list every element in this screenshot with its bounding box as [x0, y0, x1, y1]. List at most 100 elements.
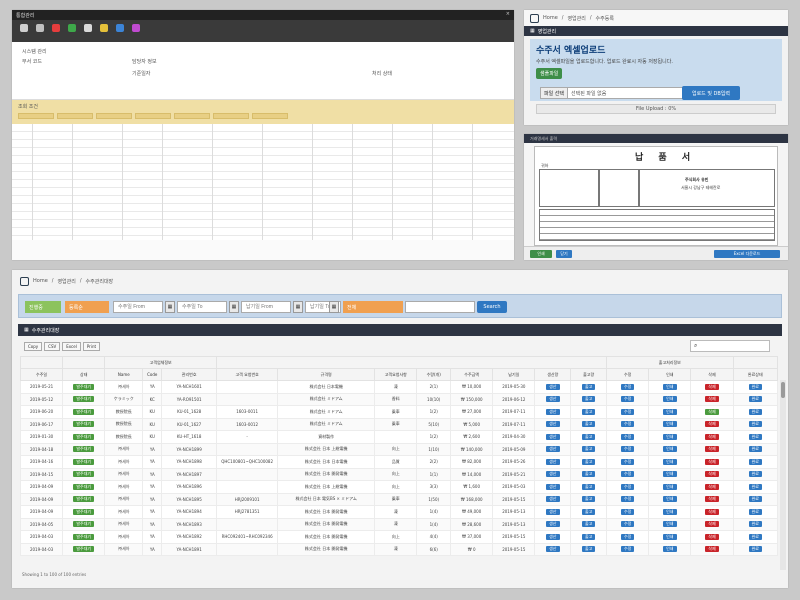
edit-button[interactable]: 수정 — [620, 458, 635, 465]
toolbar-icon[interactable] — [84, 24, 92, 32]
status-badge[interactable]: 발주대기 — [73, 446, 95, 453]
done-button[interactable]: 완료 — [748, 546, 762, 553]
column-header[interactable]: 수정 — [606, 368, 650, 381]
order-date-from-input[interactable] — [113, 301, 163, 313]
close-icon[interactable]: × — [505, 11, 510, 17]
production-button[interactable]: 생산 — [546, 483, 560, 490]
status-badge[interactable]: 발주대기 — [73, 471, 95, 478]
done-button[interactable]: 완료 — [748, 421, 762, 428]
delete-button[interactable]: 삭제 — [705, 471, 719, 478]
table-row[interactable]: 2019-04-09 발주대기 ㈜세아 YA YA-NCH1896 株式会社 日本 上総電… — [19, 480, 779, 494]
breadcrumb-item[interactable]: 영업관리 — [567, 15, 586, 22]
table-row[interactable]: 2019-04-09 발주대기 ㈜세아 YA YA-NCH1894 HRJ2781351 株… — [19, 505, 779, 519]
status-badge[interactable]: 발주대기 — [73, 483, 95, 490]
scrollbar-thumb[interactable] — [781, 382, 785, 398]
status-select[interactable]: 진행중 — [25, 301, 61, 313]
delete-button[interactable]: 삭제 — [705, 533, 719, 540]
toolbar-icon[interactable] — [20, 24, 28, 32]
done-button[interactable]: 완료 — [748, 396, 762, 403]
search-button[interactable]: Search — [477, 301, 507, 313]
edit-button[interactable]: 수정 — [620, 446, 635, 453]
done-button[interactable]: 완료 — [748, 483, 762, 490]
done-button[interactable]: 완료 — [748, 383, 762, 390]
filter-tag[interactable] — [18, 113, 54, 119]
column-header[interactable]: 출고량 — [570, 368, 608, 381]
shipping-button[interactable]: 출고 — [581, 383, 596, 390]
excel-button[interactable]: Excel — [62, 342, 81, 351]
edit-button[interactable]: 수정 — [620, 483, 635, 490]
done-button[interactable]: 완료 — [748, 521, 762, 528]
table-row[interactable]: 2019-04-05 발주대기 ㈜세아 YA YA-NCH1893 株式会社 日本 開発電… — [19, 517, 779, 531]
done-button[interactable]: 완료 — [748, 471, 762, 478]
calendar-icon[interactable]: ▦ — [293, 301, 303, 313]
production-button[interactable]: 생산 — [546, 533, 560, 540]
edit-button[interactable]: 수정 — [620, 496, 635, 503]
calendar-icon[interactable]: ▦ — [229, 301, 239, 313]
edit-button[interactable]: 수정 — [620, 408, 635, 415]
edit-button[interactable]: 수정 — [620, 546, 635, 553]
filter-tag[interactable] — [57, 113, 93, 119]
status-badge[interactable]: 발주대기 — [73, 546, 95, 553]
delete-button[interactable]: 삭제 — [705, 483, 719, 490]
table-row[interactable]: 2019-04-03 발주대기 ㈜세아 YA YA-NCH1891 株式会社 日本 開発電… — [19, 542, 779, 556]
file-select-button[interactable]: 파일 선택 — [541, 88, 568, 98]
table-row[interactable]: 2019-05-21 발주대기 ㈜세아 YA YA-NCH1601 株式会社 日本電機凍 2… — [19, 380, 779, 394]
shipping-button[interactable]: 출고 — [581, 508, 596, 515]
shipping-button[interactable]: 출고 — [581, 496, 596, 503]
shipping-button[interactable]: 출고 — [581, 421, 596, 428]
shipping-button[interactable]: 출고 — [581, 458, 596, 465]
done-button[interactable]: 완료 — [748, 458, 762, 465]
toolbar-icon[interactable] — [132, 24, 140, 32]
column-header[interactable]: Name — [104, 368, 144, 381]
production-button[interactable]: 생산 — [546, 471, 560, 478]
print-row-button[interactable]: 인쇄 — [663, 533, 677, 540]
print-row-button[interactable]: 인쇄 — [663, 408, 677, 415]
type-select[interactable]: 전체 — [343, 301, 403, 313]
shipping-button[interactable]: 출고 — [581, 521, 596, 528]
print-row-button[interactable]: 인쇄 — [663, 521, 677, 528]
print-row-button[interactable]: 인쇄 — [663, 433, 677, 440]
status-badge[interactable]: 발주대기 — [73, 521, 95, 528]
done-button[interactable]: 완료 — [748, 508, 762, 515]
table-row[interactable]: 2019-06-17 발주대기 教授院長 KU KU-01_1627 1603-0012 株… — [19, 417, 779, 431]
shipping-button[interactable]: 출고 — [581, 446, 596, 453]
column-header[interactable]: 삭제 — [690, 368, 734, 381]
column-header[interactable]: Code — [142, 368, 163, 381]
ship-date-from-input[interactable] — [241, 301, 291, 313]
print-row-button[interactable]: 인쇄 — [663, 421, 677, 428]
table-row[interactable]: 2019-04-16 발주대기 ㈜세아 YA YA-NCH1898 QHC100801~Q… — [19, 455, 779, 469]
status-badge[interactable]: 발주대기 — [73, 458, 95, 465]
toolbar-icon[interactable] — [68, 24, 76, 32]
print-row-button[interactable]: 인쇄 — [663, 396, 677, 403]
column-header[interactable]: 고객요청사항 — [374, 368, 418, 381]
table-row[interactable]: 2019-04-18 발주대기 ㈜세아 YA YA-NCH1899 株式会社 日本 上総電… — [19, 442, 779, 456]
done-button[interactable]: 완료 — [748, 496, 762, 503]
print-row-button[interactable]: 인쇄 — [663, 383, 677, 390]
done-button[interactable]: 완료 — [748, 433, 762, 440]
table-row[interactable]: 2019-05-12 발주대기 ケラミック KC YA-RO91501 株式会社 ミドアム… — [19, 392, 779, 406]
production-button[interactable]: 생산 — [546, 446, 560, 453]
copy-button[interactable]: Copy — [24, 342, 43, 351]
toolbar-icon[interactable] — [116, 24, 124, 32]
shipping-button[interactable]: 출고 — [581, 483, 596, 490]
order-date-to-input[interactable] — [177, 301, 227, 313]
edit-button[interactable]: 수정 — [620, 433, 635, 440]
edit-button[interactable]: 수정 — [620, 521, 635, 528]
filter-tag[interactable] — [213, 113, 249, 119]
edit-button[interactable]: 수정 — [620, 383, 635, 390]
column-header[interactable]: 납기일 — [492, 368, 536, 381]
column-header[interactable]: 완료상태 — [732, 368, 779, 381]
edit-button[interactable]: 수정 — [620, 471, 635, 478]
column-header[interactable]: 생산량 — [534, 368, 572, 381]
upload-db-button[interactable]: 업로드 및 DB입력 — [682, 86, 740, 100]
column-header[interactable]: 관리번호 — [161, 368, 218, 381]
status-badge[interactable]: 발주대기 — [73, 408, 95, 415]
print-row-button[interactable]: 인쇄 — [663, 508, 677, 515]
breadcrumb-item[interactable]: Home — [33, 278, 48, 284]
delete-button[interactable]: 삭제 — [705, 421, 719, 428]
table-row[interactable]: 2019-04-09 발주대기 ㈜세아 YA YA-NCH1895 HRJ2009101 株… — [19, 492, 779, 506]
production-button[interactable]: 생산 — [546, 433, 560, 440]
print-button[interactable]: 인쇄 — [530, 250, 552, 258]
close-button[interactable]: 닫기 — [556, 250, 572, 258]
production-button[interactable]: 생산 — [546, 458, 560, 465]
